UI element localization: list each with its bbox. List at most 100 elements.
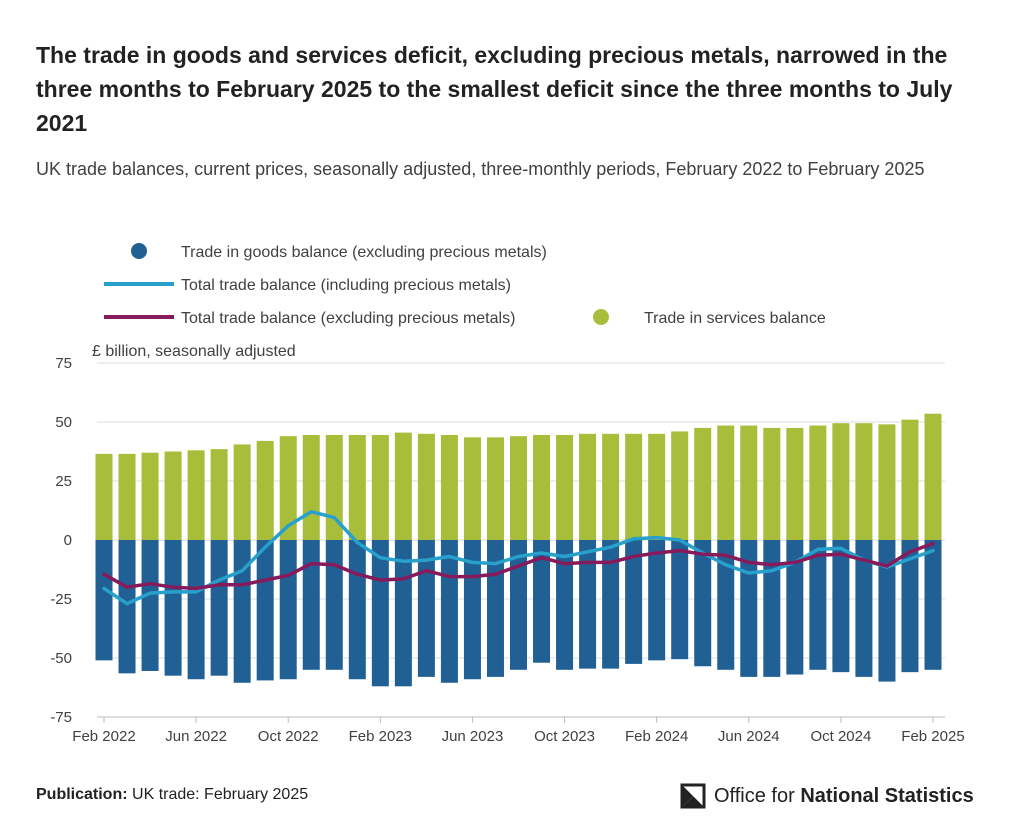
x-tick-label: Oct 2022	[258, 728, 319, 745]
legend: Trade in goods balance (excluding precio…	[104, 243, 826, 327]
bar-services	[671, 431, 689, 540]
bar-services	[279, 436, 297, 540]
bar-services	[855, 423, 873, 540]
series-lines	[102, 509, 935, 606]
y-tick-label: -75	[50, 709, 72, 726]
legend-item: Trade in goods balance (excluding precio…	[131, 243, 547, 261]
bar-services	[187, 450, 205, 540]
ons-logo-text: Office for National Statistics	[714, 785, 974, 808]
bar-goods	[302, 540, 320, 670]
bar-goods	[763, 540, 781, 677]
bar-goods	[325, 540, 343, 670]
legend-swatch	[131, 243, 147, 259]
x-tick-label: Jun 2022	[165, 728, 227, 745]
ons-logo-icon	[680, 783, 706, 809]
bar-services	[348, 434, 366, 540]
bar-goods	[256, 540, 274, 681]
bar-goods	[510, 540, 527, 670]
bar-goods	[625, 540, 643, 664]
bar-services	[256, 440, 274, 540]
bar-services	[302, 434, 320, 540]
bar-services	[233, 444, 251, 540]
x-tick-label: Feb 2025	[901, 728, 964, 745]
bar-goods	[924, 540, 942, 670]
bar-services	[602, 433, 620, 540]
bar-services	[901, 419, 919, 540]
y-tick-label: -50	[50, 650, 72, 667]
bar-services	[95, 453, 113, 540]
legend-item: Trade in services balance	[593, 309, 826, 327]
bar-services	[141, 452, 159, 540]
bar-goods	[141, 540, 159, 671]
bar-goods	[95, 540, 113, 661]
bar-services	[164, 451, 182, 540]
y-tick-label: 0	[64, 532, 72, 549]
bar-goods	[348, 540, 366, 680]
bar-services	[325, 434, 343, 540]
bar-goods	[602, 540, 620, 669]
bar-services	[809, 425, 827, 540]
x-tick-label: Feb 2024	[625, 728, 688, 745]
bar-services	[118, 453, 136, 540]
bar-goods	[855, 540, 873, 677]
y-axis-ticks: 75 50 25 0 -25 -50 -75	[50, 355, 72, 726]
bar-services	[533, 434, 551, 540]
bar-goods	[533, 540, 551, 663]
legend-label: Total trade balance (excluding precious …	[181, 310, 515, 327]
publication-note: Publication: UK trade: February 2025	[36, 786, 308, 804]
bar-services	[440, 434, 458, 540]
bar-goods	[440, 540, 458, 683]
bar-services	[717, 425, 735, 540]
bar-services	[210, 449, 228, 540]
bar-services	[463, 437, 481, 540]
x-tick-label: Jun 2023	[442, 728, 504, 745]
bar-services	[740, 425, 758, 540]
publication-label: Publication:	[36, 786, 128, 803]
chart-subtitle: UK trade balances, current prices, seaso…	[36, 159, 925, 179]
bar-services	[924, 413, 942, 540]
bar-services	[371, 434, 389, 540]
bar-goods	[786, 540, 804, 675]
ons-logo: Office for National Statistics	[680, 781, 974, 811]
y-tick-label: 75	[55, 355, 72, 372]
bar-services	[694, 427, 712, 540]
bar-services	[486, 437, 504, 540]
bar-goods	[210, 540, 228, 676]
bar-services	[510, 436, 527, 540]
bar-services	[417, 433, 435, 540]
x-tick-label: Jun 2024	[718, 728, 780, 745]
bar-goods	[164, 540, 182, 676]
bar-services	[832, 423, 850, 540]
trade-balance-chart: Trade in goods balance (excluding precio…	[50, 243, 965, 745]
line-total-excl-precious-metals	[102, 541, 935, 591]
y-tick-label: -25	[50, 591, 72, 608]
bar-goods	[832, 540, 850, 673]
ons-logo-text-bold: National Statistics	[800, 784, 974, 807]
bar-goods	[417, 540, 435, 677]
bar-services	[556, 434, 574, 540]
bar-services	[625, 433, 643, 540]
bar-services	[648, 433, 666, 540]
bar-goods	[717, 540, 735, 670]
x-tick-label: Oct 2023	[534, 728, 595, 745]
bar-services	[878, 424, 896, 540]
legend-label: Trade in services balance	[644, 310, 826, 327]
bar-services	[579, 433, 597, 540]
bar-goods	[187, 540, 205, 680]
x-axis: Feb 2022 Jun 2022 Oct 2022 Feb 2023 Jun 2023…	[72, 716, 965, 745]
y-tick-label: 25	[55, 473, 72, 490]
bar-goods	[648, 540, 666, 661]
bar-services	[763, 427, 781, 540]
legend-swatch	[593, 309, 609, 325]
bar-goods	[371, 540, 389, 687]
x-tick-label: Feb 2023	[349, 728, 412, 745]
bar-goods	[809, 540, 827, 670]
bar-goods	[694, 540, 712, 667]
bar-goods	[118, 540, 136, 674]
legend-item: Total trade balance (excluding precious …	[104, 310, 515, 327]
publication-value: UK trade: February 2025	[132, 786, 309, 803]
bar-services	[394, 432, 412, 540]
y-axis-label: £ billion, seasonally adjusted	[92, 343, 296, 360]
bar-goods	[671, 540, 689, 660]
legend-label: Total trade balance (including precious …	[181, 277, 511, 294]
